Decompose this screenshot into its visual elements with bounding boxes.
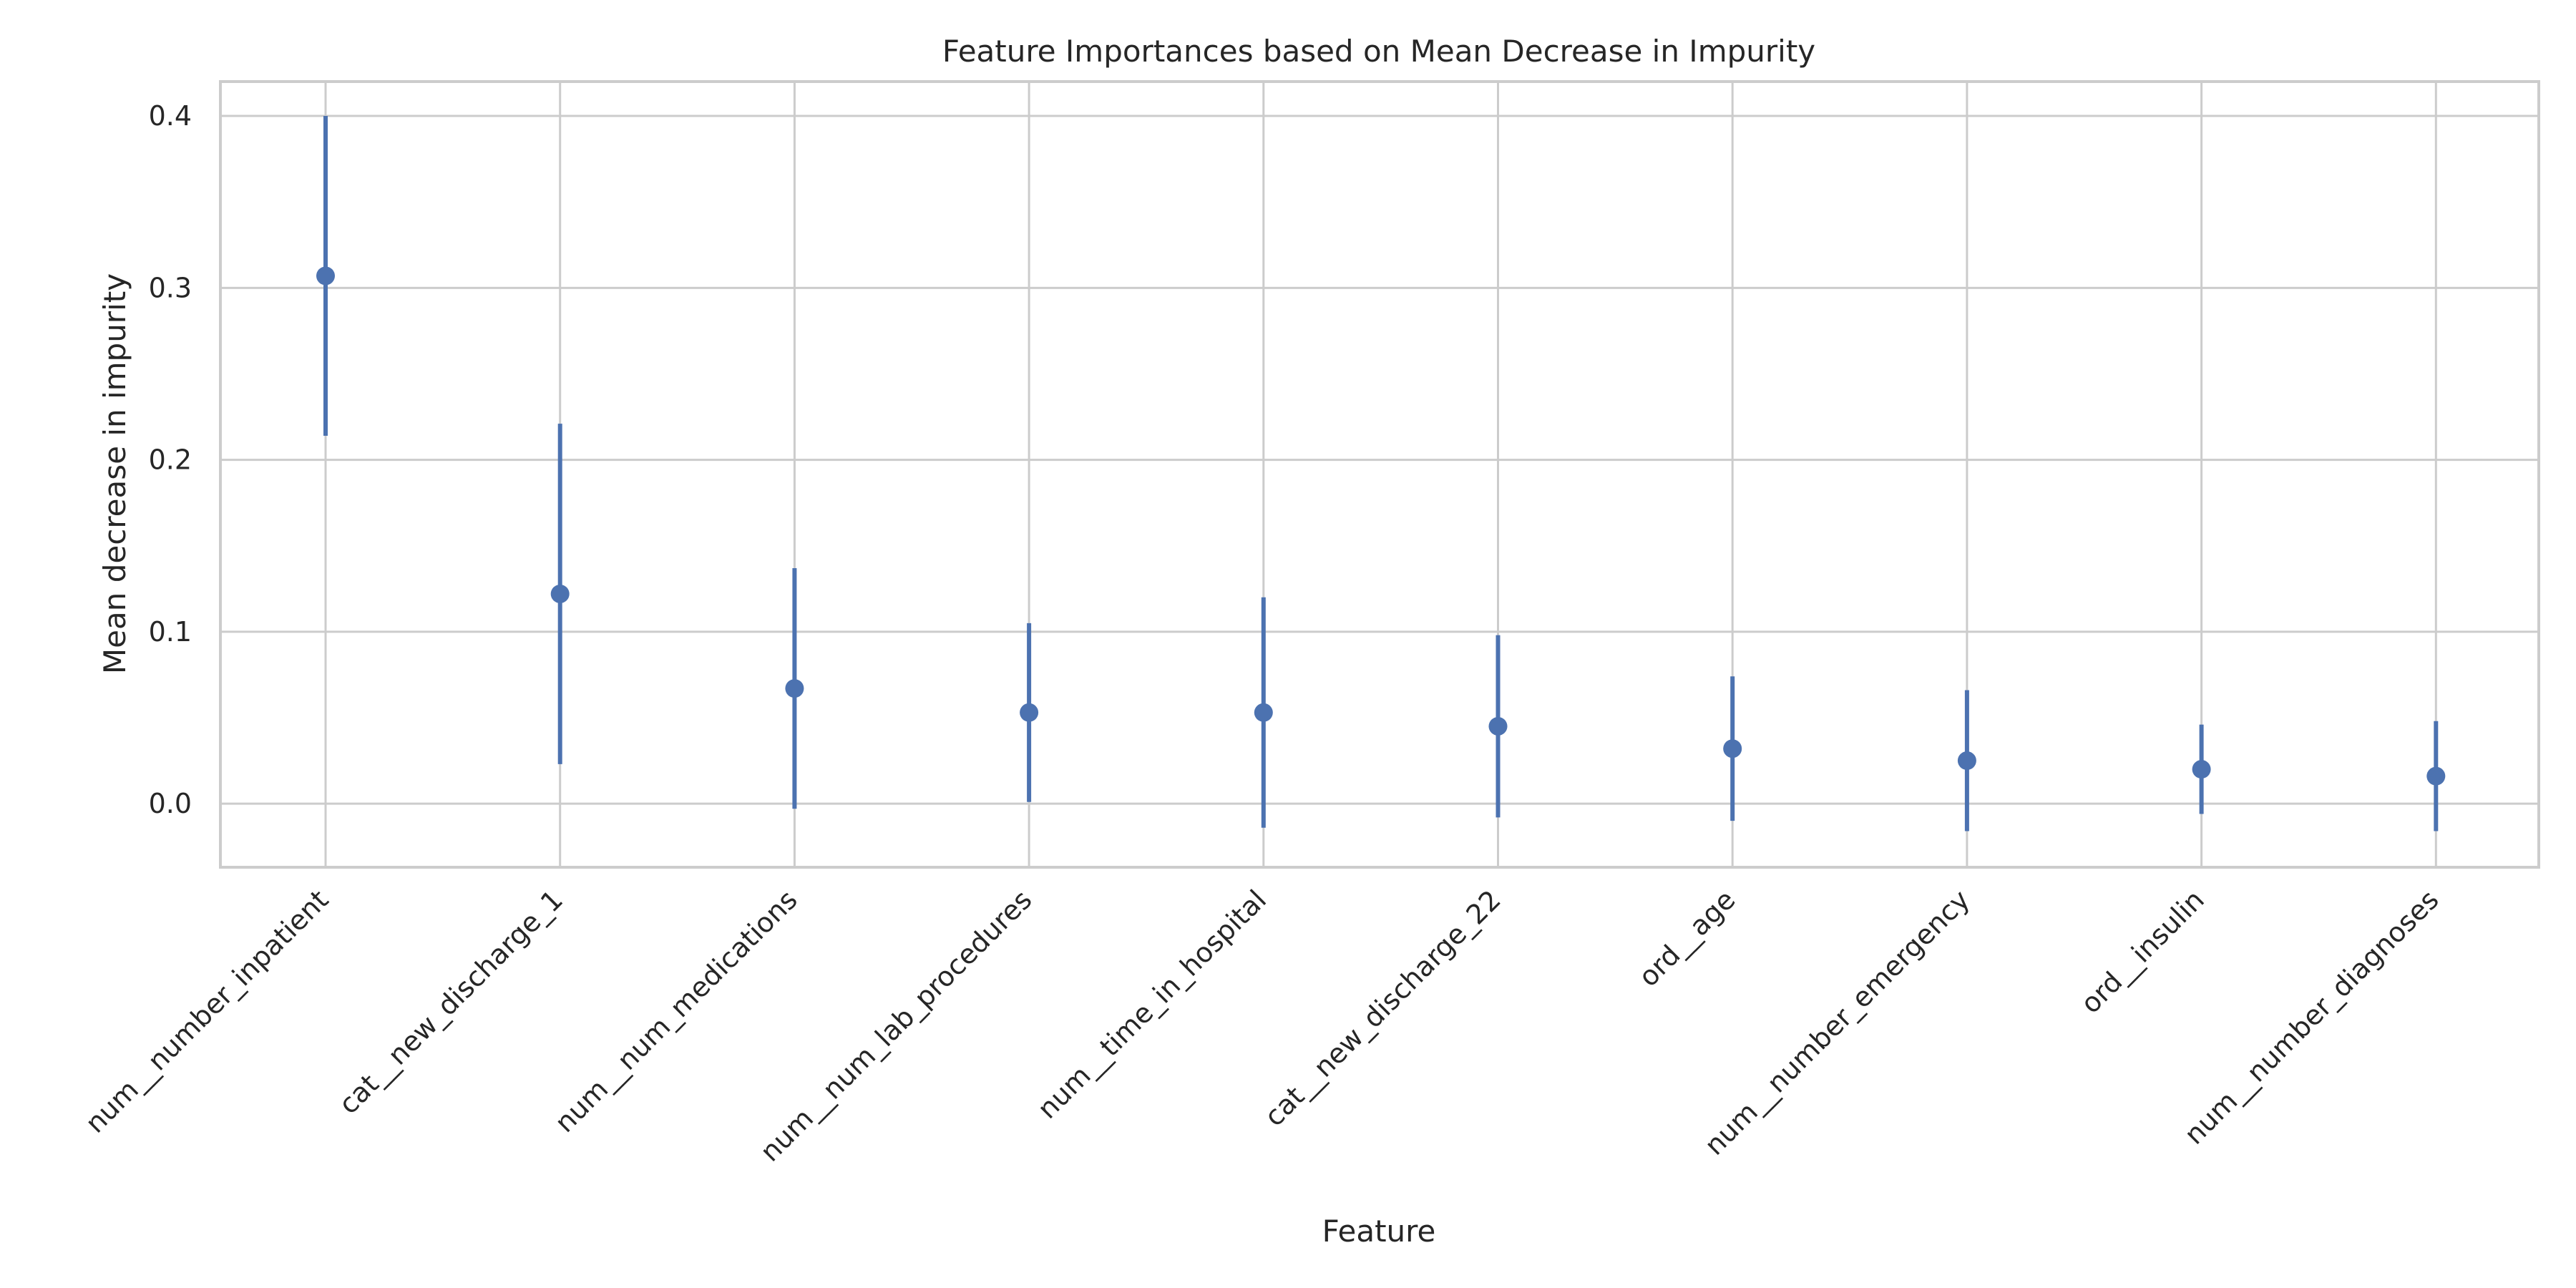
y-axis-label: Mean decrease in impurity	[97, 273, 132, 674]
data-point	[1020, 703, 1039, 722]
y-tick-label: 0.0	[149, 788, 192, 819]
chart-title: Feature Importances based on Mean Decrea…	[942, 34, 1815, 69]
data-point	[2192, 760, 2211, 779]
y-tick-label: 0.2	[149, 444, 192, 476]
y-tick-labels: 0.0 0.1 0.2 0.3 0.4	[149, 100, 192, 819]
data-point	[1488, 716, 1508, 736]
data-point	[550, 584, 570, 603]
data-point	[1254, 703, 1273, 722]
y-tick-label: 0.4	[149, 100, 192, 132]
data-point	[785, 679, 804, 698]
x-axis-label: Feature	[1322, 1214, 1436, 1249]
data-point	[1957, 751, 1976, 771]
data-point	[2426, 766, 2446, 786]
y-tick-label: 0.3	[149, 272, 192, 303]
data-point	[1723, 739, 1742, 758]
y-tick-label: 0.1	[149, 616, 192, 648]
plot-frame	[219, 80, 2540, 869]
data-marks	[316, 116, 2446, 831]
data-point	[316, 266, 335, 286]
